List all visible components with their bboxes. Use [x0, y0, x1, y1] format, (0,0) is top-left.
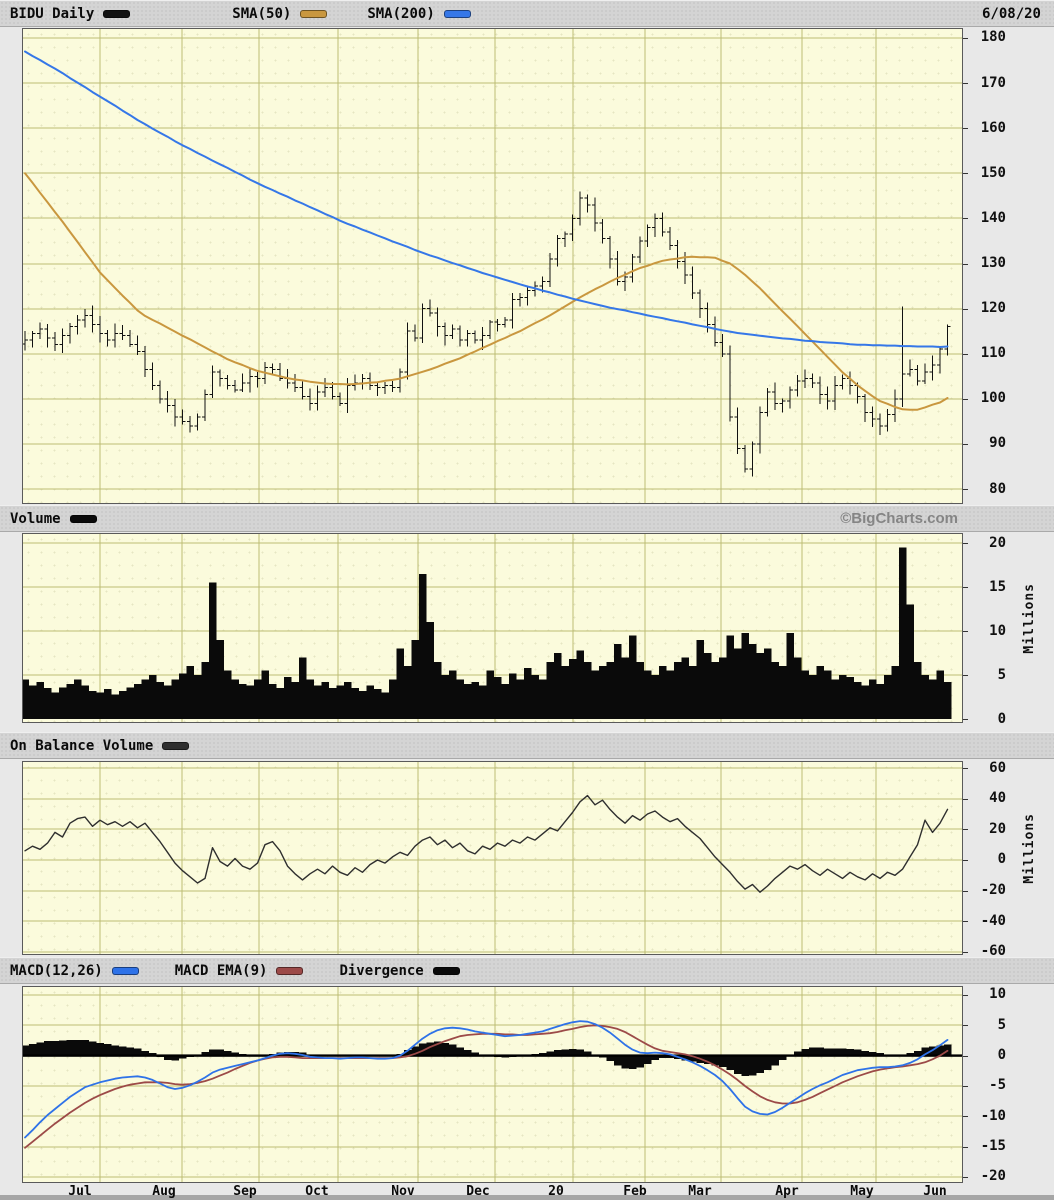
y-axis-tick-label: 170 — [980, 74, 1006, 91]
y-axis-tick-mark — [963, 829, 968, 831]
y-axis-tick-label: 60 — [989, 759, 1006, 776]
y-axis-tick-label: 110 — [980, 345, 1006, 362]
y-axis-tick-label: 0 — [997, 851, 1006, 868]
y-axis-tick-label: 5 — [997, 666, 1006, 683]
price-panel-header: BIDU Daily SMA(50) SMA(200) 6/08/20 — [0, 0, 1054, 27]
y-axis-tick-label: 80 — [989, 480, 1006, 497]
price-chart — [22, 28, 963, 504]
y-axis-tick-label: 100 — [980, 390, 1006, 407]
y-axis-tick-label: -10 — [980, 1107, 1006, 1124]
y-axis-tick-mark — [963, 587, 968, 589]
y-axis-tick-mark — [963, 951, 968, 953]
y-axis-tick-mark — [963, 921, 968, 923]
y-axis-tick-mark — [963, 489, 968, 491]
y-axis-tick-mark — [963, 263, 968, 265]
symbol-title: BIDU Daily — [10, 5, 95, 22]
macd-label: MACD(12,26) — [10, 962, 103, 979]
obv-panel-header: On Balance Volume — [0, 732, 1054, 759]
y-axis-tick-mark — [963, 719, 968, 721]
y-axis-tick-label: 20 — [989, 534, 1006, 551]
volume-legend-swatch — [69, 514, 97, 523]
volume-axis-unit: Millions — [1022, 583, 1037, 654]
y-axis-tick-mark — [963, 83, 968, 85]
y-axis-tick-mark — [963, 218, 968, 220]
y-axis-tick-mark — [963, 443, 968, 445]
y-axis-tick-mark — [963, 1116, 968, 1118]
macd-ema-legend-swatch — [276, 966, 304, 975]
macd-ema-label: MACD EMA(9) — [174, 962, 268, 979]
y-axis-tick-label: -5 — [989, 1077, 1006, 1094]
y-axis-tick-label: 0 — [997, 710, 1006, 727]
macd-chart — [22, 986, 963, 1183]
y-axis-tick-mark — [963, 798, 968, 800]
y-axis-tick-label: 10 — [989, 622, 1006, 639]
sma200-legend-swatch — [443, 9, 471, 18]
price-legend-swatch — [103, 9, 131, 18]
obv-chart — [22, 761, 963, 955]
y-axis-tick-mark — [963, 768, 968, 770]
y-axis-tick-mark — [963, 675, 968, 677]
y-axis-tick-label: 130 — [980, 255, 1006, 272]
obv-title: On Balance Volume — [10, 737, 154, 754]
sma200-label: SMA(200) — [367, 5, 435, 22]
y-axis-tick-label: 180 — [980, 29, 1006, 46]
obv-legend-swatch — [162, 741, 190, 750]
y-axis-tick-mark — [963, 308, 968, 310]
y-axis-tick-mark — [963, 631, 968, 633]
y-axis-tick-label: 90 — [989, 435, 1006, 452]
y-axis-tick-label: 120 — [980, 300, 1006, 317]
y-axis-tick-label: 140 — [980, 209, 1006, 226]
y-axis-tick-mark — [963, 398, 968, 400]
sma50-legend-swatch — [300, 9, 328, 18]
volume-panel-header: Volume ©BigCharts.com — [0, 505, 1054, 532]
y-axis-tick-mark — [963, 173, 968, 175]
y-axis-tick-label: 15 — [989, 578, 1006, 595]
y-axis-tick-mark — [963, 1176, 968, 1178]
y-axis-tick-mark — [963, 1025, 968, 1027]
sma50-label: SMA(50) — [232, 5, 292, 22]
y-axis-tick-mark — [963, 994, 968, 996]
volume-chart — [22, 533, 963, 723]
y-axis-tick-mark — [963, 543, 968, 545]
y-axis-tick-label: 40 — [989, 790, 1006, 807]
y-axis-tick-mark — [963, 128, 968, 130]
y-axis-tick-label: 20 — [989, 820, 1006, 837]
y-axis-tick-label: 150 — [980, 164, 1006, 181]
divergence-label: Divergence — [339, 962, 424, 979]
volume-title: Volume — [10, 510, 61, 527]
y-axis-tick-label: -15 — [980, 1138, 1006, 1155]
chart-date: 6/08/20 — [981, 6, 1041, 22]
y-axis-tick-mark — [963, 1085, 968, 1087]
y-axis-tick-label: -40 — [980, 912, 1006, 929]
y-axis-tick-mark — [963, 890, 968, 892]
y-axis-tick-label: 0 — [997, 1047, 1006, 1064]
y-axis-tick-label: 5 — [997, 1016, 1006, 1033]
y-axis-tick-mark — [963, 37, 968, 39]
y-axis-tick-label: 10 — [989, 986, 1006, 1003]
y-axis-tick-mark — [963, 859, 968, 861]
y-axis-tick-mark — [963, 1055, 968, 1057]
divergence-legend-swatch — [432, 966, 460, 975]
y-axis-tick-label: 160 — [980, 119, 1006, 136]
y-axis-tick-label: -20 — [980, 882, 1006, 899]
bigcharts-watermark: ©BigCharts.com — [840, 510, 958, 527]
obv-axis-unit: Millions — [1022, 813, 1037, 884]
y-axis-tick-mark — [963, 353, 968, 355]
macd-legend-swatch — [111, 966, 139, 975]
y-axis-tick-mark — [963, 1146, 968, 1148]
bottom-bar — [0, 1195, 1054, 1200]
macd-panel-header: MACD(12,26) MACD EMA(9) Divergence — [0, 957, 1054, 984]
